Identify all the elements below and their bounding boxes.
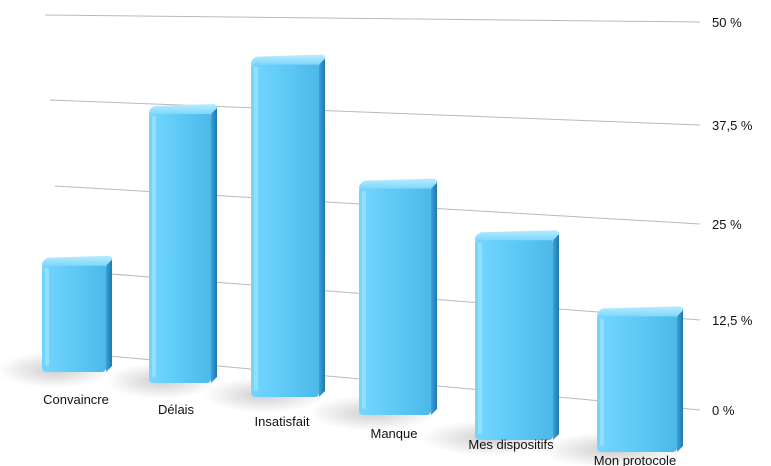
bar-3 <box>251 54 325 397</box>
bar-highlight <box>254 66 258 391</box>
bar-top-face <box>359 178 437 189</box>
category-label: Délais <box>158 402 195 417</box>
gridline <box>44 14 701 23</box>
category-labels: Convaincre Délais Insatisfait Manque Mes dis… <box>43 392 676 466</box>
bar-top-face <box>149 104 217 115</box>
gridline <box>49 99 701 126</box>
category-label: Insatisfait <box>255 414 310 429</box>
bar-side-face <box>431 180 437 415</box>
bar-front-face <box>149 112 211 384</box>
bar-front-face <box>251 62 319 397</box>
bar-front-face <box>597 314 677 452</box>
y-tick-label: 50 % <box>712 15 742 30</box>
y-tick-label: 12,5 % <box>712 313 753 328</box>
y-tick-label: 25 % <box>712 217 742 232</box>
bar-highlight <box>600 318 604 446</box>
bar-side-face <box>211 106 217 384</box>
bar-front-face <box>42 263 106 372</box>
category-label: Mes dispositifs <box>468 437 554 452</box>
bar-side-face <box>677 308 683 452</box>
bar-highlight <box>45 267 49 366</box>
bar-highlight <box>362 190 366 409</box>
y-tick-label: 0 % <box>712 403 735 418</box>
bar-side-face <box>106 257 112 372</box>
bar-side-face <box>319 56 325 397</box>
bar-1 <box>42 255 112 372</box>
bar-front-face <box>475 238 553 440</box>
category-label: Mon protocole <box>594 453 676 466</box>
category-label: Convaincre <box>43 392 109 407</box>
bar-6 <box>597 306 683 452</box>
bar-2 <box>149 104 217 384</box>
bar-side-face <box>553 232 559 440</box>
bar-5 <box>475 230 559 440</box>
category-label: Manque <box>371 426 418 441</box>
y-tick-label: 37,5 % <box>712 118 753 133</box>
bar-highlight <box>478 242 482 434</box>
bar-highlight <box>152 116 156 378</box>
bar-front-face <box>359 186 431 415</box>
bar-top-face <box>475 230 559 241</box>
y-axis-ticks: 0 % 12,5 % 25 % 37,5 % 50 % <box>712 15 753 418</box>
bar-4 <box>359 178 437 415</box>
bar-top-face <box>251 54 325 65</box>
bars <box>42 54 683 452</box>
bar-top-face <box>42 255 112 266</box>
bar-top-face <box>597 306 683 317</box>
